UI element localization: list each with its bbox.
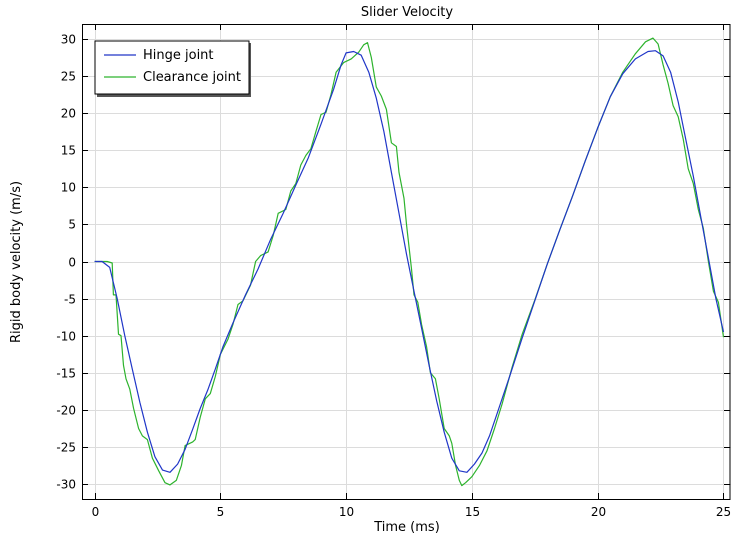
x-tick-label: 5 xyxy=(217,505,225,519)
grid xyxy=(82,24,731,499)
series-layer xyxy=(94,37,725,487)
x-axis-label: Time (ms) xyxy=(373,520,440,535)
x-tick-label: 15 xyxy=(465,505,480,519)
y-tick-label: 25 xyxy=(61,70,76,84)
y-tick-label: 0 xyxy=(68,256,76,270)
chart-title: Slider Velocity xyxy=(361,5,454,20)
y-tick-label: -25 xyxy=(56,441,76,455)
y-tick-label: -20 xyxy=(56,404,76,418)
x-axis-ticks: 0 5 10 15 20 25 xyxy=(92,24,731,519)
y-tick-label: -5 xyxy=(64,293,76,307)
legend-label-hinge-joint: Hinge joint xyxy=(143,48,214,63)
y-tick-label: -15 xyxy=(56,367,76,381)
series-line-hinge-joint xyxy=(94,50,725,473)
y-tick-label: 20 xyxy=(61,107,76,121)
y-tick-label: 5 xyxy=(68,218,76,232)
legend: Hinge joint Clearance joint xyxy=(94,40,251,97)
y-tick-label: -30 xyxy=(56,478,76,492)
x-tick-label: 20 xyxy=(591,505,606,519)
y-tick-label: -10 xyxy=(56,330,76,344)
y-tick-label: 15 xyxy=(61,144,76,158)
y-tick-label: 30 xyxy=(61,33,76,47)
legend-box xyxy=(94,40,250,95)
y-axis-ticks: -30 -25 -20 -15 -10 -5 0 5 10 15 20 25 30 xyxy=(56,33,730,492)
x-tick-label: 10 xyxy=(339,505,354,519)
y-tick-label: 10 xyxy=(61,181,76,195)
x-tick-label: 0 xyxy=(92,505,100,519)
legend-label-clearance-joint: Clearance joint xyxy=(143,70,241,85)
x-tick-label: 25 xyxy=(716,505,731,519)
y-axis-label: Rigid body velocity (m/s) xyxy=(9,181,24,343)
